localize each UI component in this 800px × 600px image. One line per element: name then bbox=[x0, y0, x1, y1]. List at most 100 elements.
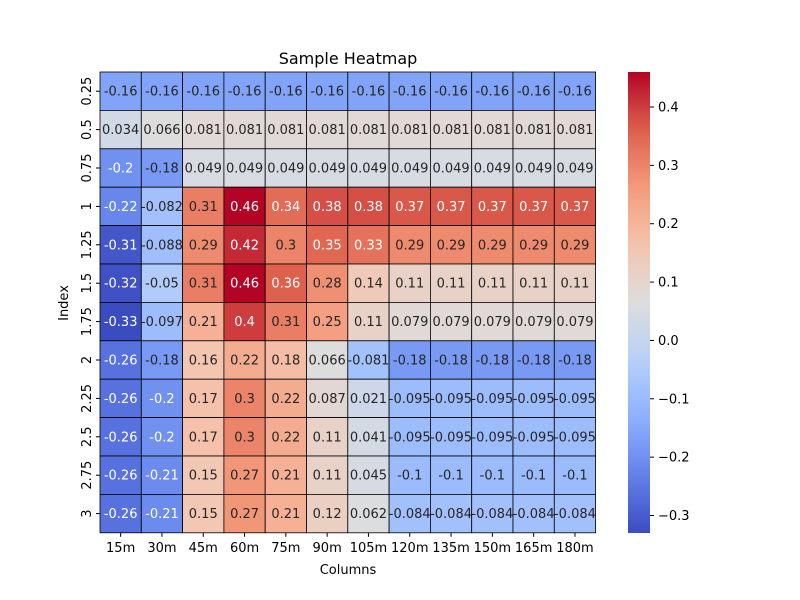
cell-value-label: 0.081 bbox=[226, 123, 263, 138]
cell-value-label: 0.034 bbox=[102, 123, 139, 138]
colorbar-tick-label: 0.4 bbox=[658, 101, 679, 116]
heatmap-cell bbox=[388, 263, 431, 303]
cell-value-label: 0.049 bbox=[474, 162, 511, 177]
cell-value-label: -0.1 bbox=[397, 469, 422, 484]
x-tick-label: 30m bbox=[147, 541, 176, 556]
cell-value-label: 0.22 bbox=[230, 354, 259, 369]
cell-value-label: -0.18 bbox=[476, 354, 510, 369]
cell-value-label: 0.066 bbox=[309, 354, 346, 369]
cell-value-label: 0.045 bbox=[350, 469, 387, 484]
x-axis-label: Columns bbox=[320, 563, 377, 578]
y-tick-label: 2 bbox=[80, 356, 95, 364]
heatmap-cell bbox=[553, 263, 596, 303]
x-tick-label: 180m bbox=[556, 541, 593, 556]
heatmap-cell bbox=[429, 340, 473, 380]
x-tick-label: 150m bbox=[474, 541, 511, 556]
cell-value-label: -0.26 bbox=[104, 469, 138, 484]
cell-value-label: 0.049 bbox=[556, 162, 593, 177]
cell-value-label: 0.021 bbox=[350, 392, 387, 407]
heatmap-cell bbox=[429, 301, 473, 342]
heatmap-cell bbox=[182, 110, 225, 150]
x-tick-label: 90m bbox=[313, 541, 342, 556]
heatmap-cell bbox=[388, 340, 431, 380]
cell-value-label: 0.062 bbox=[350, 507, 387, 522]
heatmap-cell bbox=[429, 71, 473, 111]
heatmap-cell bbox=[223, 110, 266, 150]
y-tick-label: 1 bbox=[80, 202, 95, 210]
cell-value-label: -0.081 bbox=[347, 354, 389, 369]
x-axis-ticks: 15m 30m 45m 60m 75m 90m 105m 120m 135m 150m 165m 18… bbox=[106, 532, 594, 556]
cell-value-label: 0.46 bbox=[230, 277, 259, 292]
heatmap-cell bbox=[306, 455, 349, 495]
heatmap-cell bbox=[347, 417, 390, 457]
heatmap-cell bbox=[388, 186, 431, 226]
heatmap-cell bbox=[99, 340, 142, 380]
cell-value-label: 0.29 bbox=[189, 238, 218, 253]
heatmap-cell bbox=[388, 455, 431, 495]
cell-value-label: 0.11 bbox=[560, 277, 589, 292]
cell-value-label: 0.081 bbox=[474, 123, 511, 138]
heatmap-cell bbox=[306, 225, 349, 265]
cell-value-label: -0.16 bbox=[145, 85, 179, 100]
cell-value-label: 0.049 bbox=[309, 162, 346, 177]
cell-value-label: -0.16 bbox=[310, 85, 344, 100]
cell-value-label: 0.11 bbox=[313, 430, 342, 445]
cell-value-label: 0.37 bbox=[560, 200, 589, 215]
cell-value-label: -0.095 bbox=[389, 430, 431, 445]
cell-value-label: -0.1 bbox=[480, 469, 505, 484]
cell-value-label: -0.097 bbox=[141, 315, 183, 330]
heatmap-cell bbox=[140, 263, 184, 303]
x-tick-label: 15m bbox=[106, 541, 135, 556]
heatmap-cell bbox=[264, 110, 307, 150]
heatmap-cell bbox=[429, 110, 473, 150]
cell-value-label: 0.087 bbox=[309, 392, 346, 407]
heatmap-cell bbox=[306, 110, 349, 150]
cell-value-label: 0.42 bbox=[230, 238, 259, 253]
heatmap-cell bbox=[512, 186, 555, 226]
cell-value-label: -0.32 bbox=[104, 277, 138, 292]
colorbar-tick-label: −0.3 bbox=[658, 509, 690, 524]
cell-value-label: 0.079 bbox=[391, 315, 428, 330]
cell-value-label: -0.084 bbox=[430, 507, 472, 522]
heatmap-cell bbox=[553, 493, 596, 534]
cell-value-label: 0.081 bbox=[309, 123, 346, 138]
heatmap-cell bbox=[429, 186, 473, 226]
y-tick-label: 2.75 bbox=[80, 461, 95, 490]
cell-value-label: 0.066 bbox=[143, 123, 180, 138]
heatmap-cell bbox=[471, 340, 514, 380]
cell-value-label: 0.3 bbox=[234, 392, 255, 407]
cell-value-label: -0.095 bbox=[554, 430, 596, 445]
cell-value-label: 0.11 bbox=[395, 277, 424, 292]
cell-value-label: -0.26 bbox=[104, 392, 138, 407]
cell-value-label: -0.18 bbox=[558, 354, 592, 369]
cell-value-label: 0.37 bbox=[519, 200, 548, 215]
cell-value-label: 0.21 bbox=[189, 315, 218, 330]
cell-value-label: 0.11 bbox=[519, 277, 548, 292]
colorbar-tick-label: 0.1 bbox=[658, 276, 679, 291]
cell-value-label: 0.081 bbox=[350, 123, 387, 138]
x-tick-label: 135m bbox=[432, 541, 469, 556]
cell-value-label: 0.31 bbox=[271, 315, 300, 330]
y-tick-label: 1.25 bbox=[80, 230, 95, 259]
cell-value-label: -0.084 bbox=[554, 507, 596, 522]
heatmap-cell bbox=[306, 417, 349, 457]
x-tick-label: 105m bbox=[350, 541, 387, 556]
heatmap-cell bbox=[264, 340, 307, 380]
cell-value-label: -0.22 bbox=[104, 200, 138, 215]
cell-value-label: -0.18 bbox=[434, 354, 468, 369]
cell-value-label: 0.27 bbox=[230, 469, 259, 484]
cell-value-label: 0.079 bbox=[474, 315, 511, 330]
cell-value-label: 0.3 bbox=[276, 238, 297, 253]
heatmap-cell bbox=[347, 378, 390, 419]
cell-value-label: -0.16 bbox=[228, 85, 262, 100]
cell-value-label: -0.088 bbox=[141, 238, 183, 253]
heatmap-cell bbox=[140, 148, 184, 188]
y-axis-ticks: 0.25 0.5 0.75 1 1.25 1.5 1.75 2 2.25 2.5 2.75 3 bbox=[80, 77, 100, 518]
cell-value-label: -0.16 bbox=[558, 85, 592, 100]
colorbar-ticks: −0.3 −0.2 −0.1 0.0 0.1 0.2 0.3 0.4 bbox=[650, 101, 690, 524]
cell-value-label: 0.31 bbox=[189, 200, 218, 215]
heatmap-cell bbox=[182, 455, 225, 495]
heatmap-cell bbox=[471, 71, 514, 111]
cell-value-label: 0.049 bbox=[267, 162, 304, 177]
